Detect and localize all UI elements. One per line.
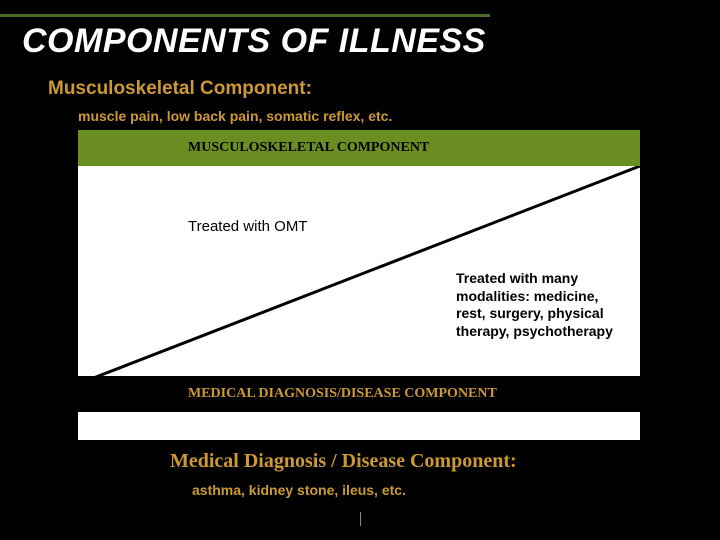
slide-title: COMPONENTS OF ILLNESS	[22, 22, 486, 61]
treated-with-many-label: Treated with many modalities: medicine, …	[456, 270, 631, 340]
accent-line	[0, 14, 490, 17]
diagram-bottom-bar: MEDICAL DIAGNOSIS/DISEASE COMPONENT	[78, 376, 640, 412]
footer-divider-icon	[360, 512, 361, 526]
diagram-bottom-bar-label: MEDICAL DIAGNOSIS/DISEASE COMPONENT	[188, 386, 497, 402]
treated-with-omt-label: Treated with OMT	[188, 218, 307, 235]
subtitle-musculoskeletal: Musculoskeletal Component:	[48, 78, 312, 100]
examples-medical-diagnosis: asthma, kidney stone, ileus, etc.	[192, 482, 406, 498]
components-diagram: MUSCULOSKELETAL COMPONENT Treated with O…	[78, 130, 640, 440]
diagram-body: Treated with OMT Treated with many modal…	[78, 166, 640, 384]
diagram-top-bar: MUSCULOSKELETAL COMPONENT	[78, 130, 640, 166]
subtitle-medical-diagnosis: Medical Diagnosis / Disease Component:	[170, 450, 517, 473]
examples-musculoskeletal: muscle pain, low back pain, somatic refl…	[78, 108, 392, 124]
diagram-top-bar-label: MUSCULOSKELETAL COMPONENT	[188, 140, 429, 156]
slide: COMPONENTS OF ILLNESS Musculoskeletal Co…	[0, 0, 720, 540]
